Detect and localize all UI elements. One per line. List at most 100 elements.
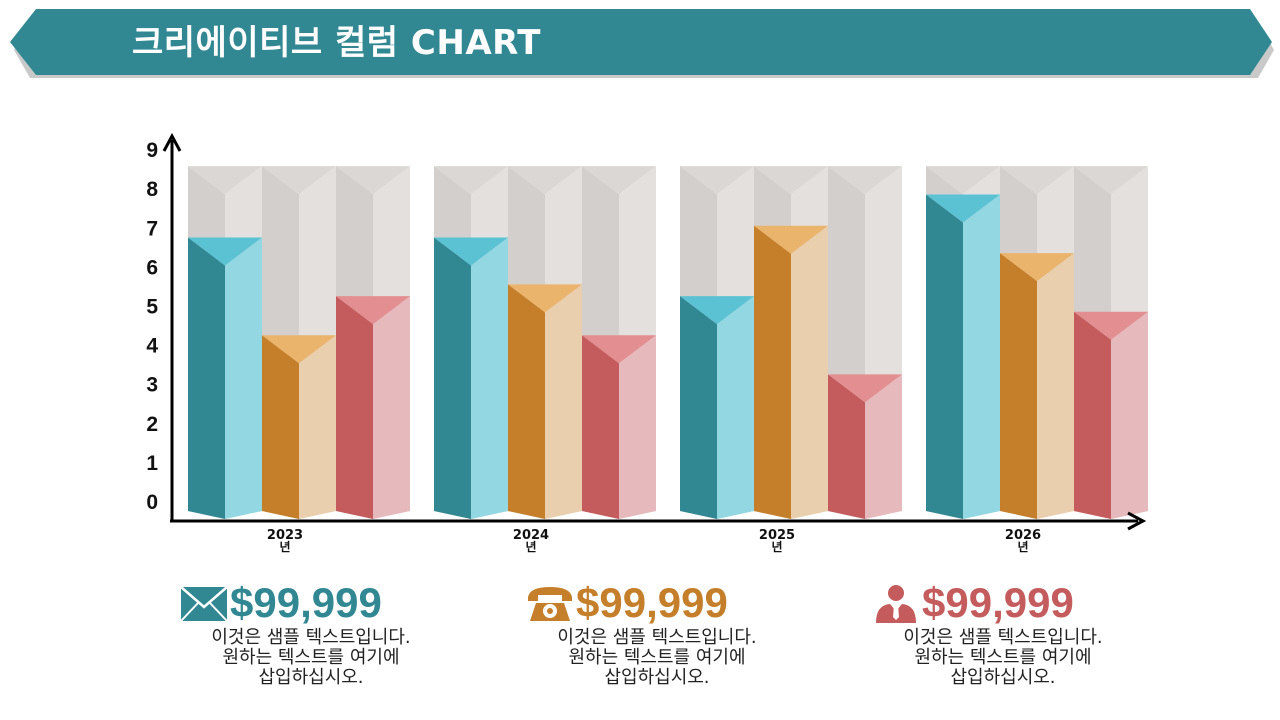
x-axis-arrow [1127,511,1147,531]
info-line: 이것은 샘플 텍스트입니다. [903,627,1103,648]
x-tick-label: 2024 [513,528,549,543]
y-tick-label: 6 [146,256,158,279]
y-axis-arrow [162,132,182,152]
bar-teal [434,237,508,520]
info-line: 삽입하십시오. [258,667,364,688]
bar-teal-face [963,194,1000,519]
y-tick-label: 8 [146,178,158,201]
person-icon [876,585,916,623]
bar-red-face [373,296,410,519]
y-tick-label: 0 [146,491,158,514]
info-line: 원하는 텍스트를 여기에 [914,647,1092,668]
bar-orange-face [299,335,336,519]
bar-teal [188,237,262,520]
bar-orange-face [262,335,336,364]
bar-red [582,335,656,519]
column-background-face [188,166,262,195]
bar-red-face [865,374,902,519]
bar-red-face [336,296,373,519]
envelope-icon [180,586,228,622]
bar-teal-face [188,237,225,520]
info-value: $99,999 [230,579,382,626]
bar-red-face [1074,311,1111,519]
x-tick-label: 년 [279,540,290,554]
y-tick-label: 4 [146,335,158,358]
y-tick-label: 9 [146,139,158,162]
bar-red-face [582,335,656,364]
info-line: 이것은 샘플 텍스트입니다. [557,627,757,648]
column-background-face [434,166,508,195]
info-line: 이것은 샘플 텍스트입니다. [211,627,411,648]
column-background-face [828,166,902,195]
title-banner [10,9,1274,78]
x-tick-label: 2026 [1005,528,1041,543]
y-tick-label: 3 [146,374,158,397]
bar-teal-face [680,296,717,519]
bar-red-face [619,335,656,519]
bar-teal-face [717,296,754,519]
bar-red-face [336,296,410,325]
bar-orange-face [754,225,828,254]
x-tick-label: 년 [525,540,536,554]
column-background-face [754,166,828,195]
y-tick-label: 7 [146,217,158,240]
bar-red-face [1111,311,1148,519]
info-line: 삽입하십시오. [604,667,710,688]
bar-red-face [582,335,619,519]
bar-red-face [1074,311,1148,340]
info-header: $99,999 [526,578,826,628]
info-line: 삽입하십시오. [950,667,1056,688]
info-description: 이것은 샘플 텍스트입니다. 원하는 텍스트를 여기에 삽입하십시오. [188,628,434,688]
column-background-face [582,166,656,195]
title-banner-shape [10,9,1272,75]
y-tick-label: 2 [146,413,158,436]
column-background-face [680,166,754,195]
info-value: $99,999 [576,579,728,626]
bar-teal-face [926,194,1000,223]
bar-orange-face [508,284,582,313]
bar-orange-face [791,225,828,519]
y-tick-label: 5 [146,296,158,319]
bar-orange-face [1000,253,1037,519]
bar-teal-face [225,237,262,520]
page-title: 크리에이티브 컬럼 CHART [132,23,541,63]
info-description: 이것은 샘플 텍스트입니다. 원하는 텍스트를 여기에 삽입하십시오. [880,628,1126,688]
bar-orange [262,335,336,519]
x-tick-label: 2025 [759,528,795,543]
info-header: $99,999 [872,578,1172,628]
bar-teal-face [471,237,508,520]
x-tick-label: 년 [771,540,782,554]
bar-orange [754,225,828,519]
column-background-face [1074,166,1148,195]
bar-orange [508,284,582,519]
column-background-face [1000,166,1074,195]
column-background-face [262,166,336,195]
bar-teal [926,194,1000,519]
info-line: 원하는 텍스트를 여기에 [222,647,400,668]
telephone-icon [528,587,572,621]
bar-orange-face [1000,253,1074,282]
x-tick-label: 2023 [267,528,303,543]
column-background-face [336,166,410,195]
bar-orange-face [754,225,791,519]
info-line: 원하는 텍스트를 여기에 [568,647,746,668]
bar-red-face [828,374,865,519]
bar-teal-face [926,194,963,519]
column-background-face [926,166,1000,195]
info-header: $99,999 [180,578,480,628]
bar-red [828,374,902,519]
bar-orange-face [508,284,545,519]
column-background-face [508,166,582,195]
info-description: 이것은 샘플 텍스트입니다. 원하는 텍스트를 여기에 삽입하십시오. [534,628,780,688]
bar-orange-face [545,284,582,519]
bar-teal-face [434,237,508,266]
bar-orange-face [262,335,299,519]
x-tick-label: 년 [1017,540,1028,554]
bar-red [1074,311,1148,519]
bar-teal-face [680,296,754,325]
bar-teal-face [434,237,471,520]
y-tick-label: 1 [146,452,158,475]
bar-orange [1000,253,1074,519]
bar-red-face [828,374,902,403]
